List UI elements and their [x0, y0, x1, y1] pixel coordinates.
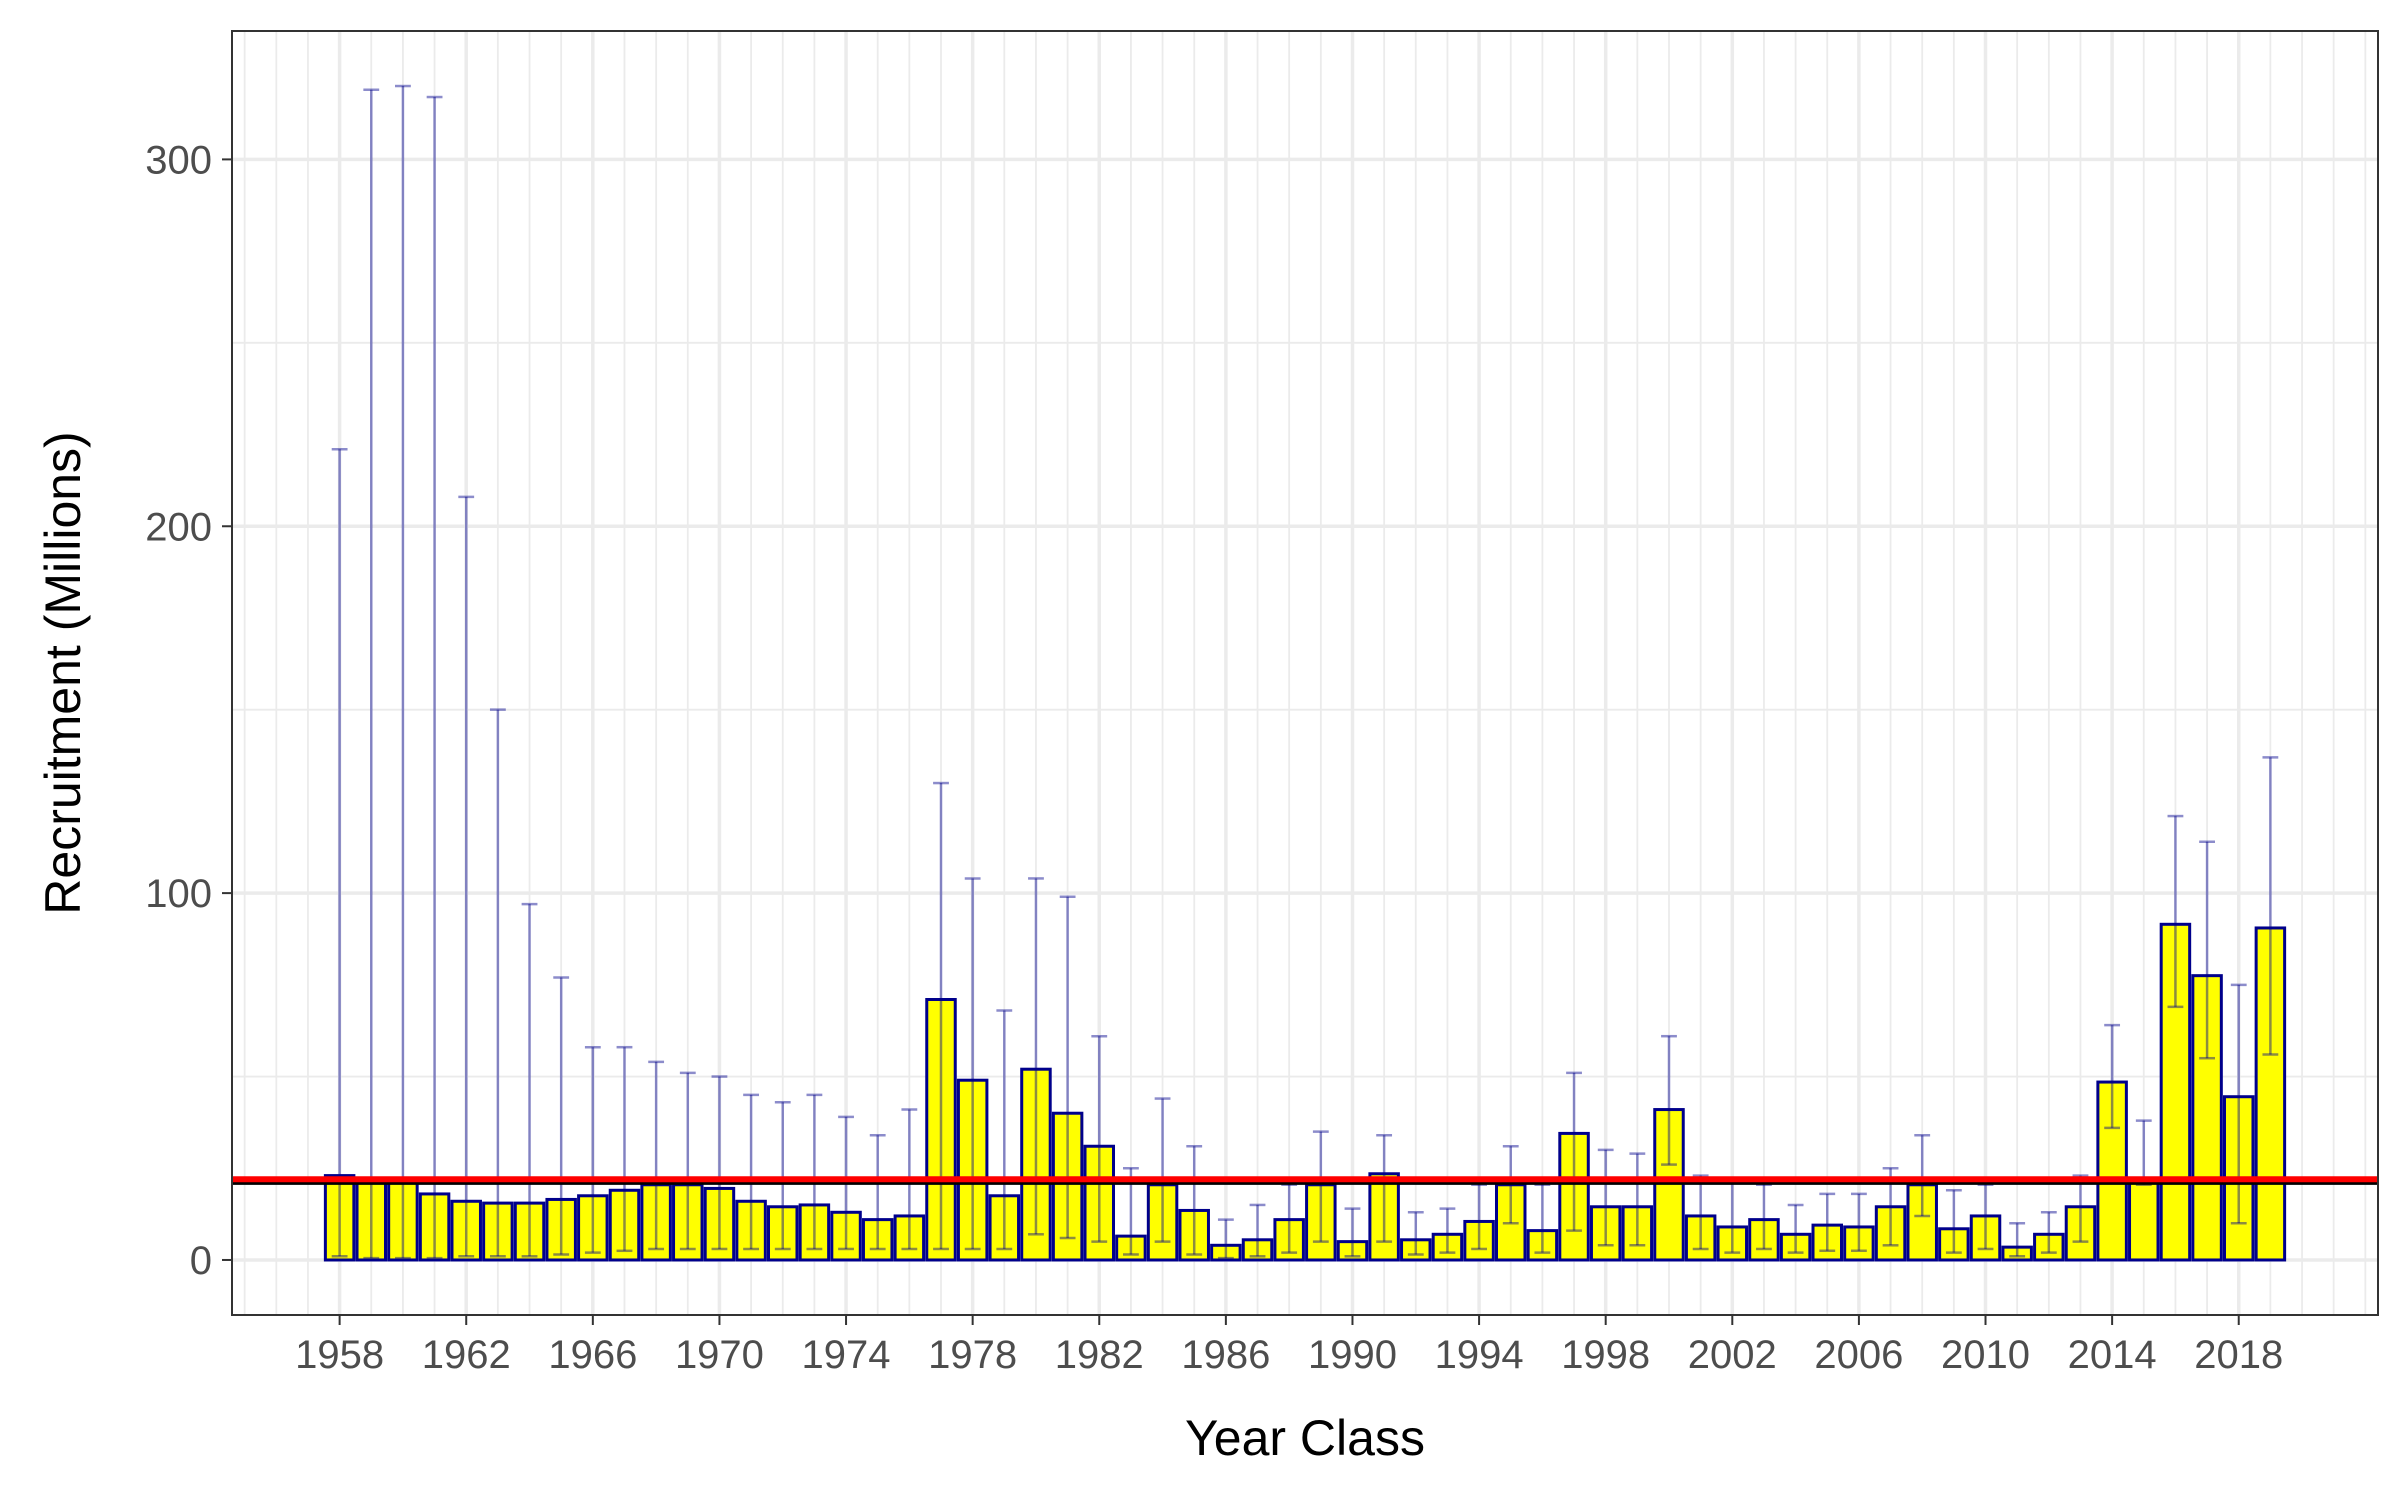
- bar: [418, 1192, 451, 1262]
- bar: [1305, 1183, 1337, 1262]
- x-tick-label: 2014: [2068, 1333, 2157, 1377]
- bar: [2159, 922, 2192, 1262]
- bar: [703, 1186, 736, 1262]
- bar: [1336, 1240, 1369, 1262]
- bar: [956, 1078, 989, 1262]
- bar: [1558, 1131, 1590, 1262]
- y-tick-label: 200: [145, 505, 212, 549]
- bar: [2128, 1181, 2160, 1262]
- bar: [1621, 1205, 1654, 1262]
- x-tick-label: 1958: [295, 1333, 384, 1377]
- bar: [2096, 1080, 2128, 1262]
- x-tick-label: 1998: [1561, 1333, 1650, 1377]
- x-tick-label: 1982: [1055, 1333, 1144, 1377]
- x-tick-label: 2010: [1941, 1333, 2030, 1377]
- bar: [1273, 1218, 1305, 1262]
- bar: [1969, 1214, 2002, 1262]
- bar: [1400, 1238, 1432, 1262]
- bar: [1589, 1205, 1622, 1262]
- x-tick-label: 1978: [928, 1333, 1017, 1377]
- x-tick-label: 1994: [1435, 1333, 1524, 1377]
- x-tick-labels: 1958 1962 1966 1970 1974 1978 1982 1986 1990 1994…: [295, 1333, 2283, 1377]
- x-tick-label: 2006: [1814, 1333, 1903, 1377]
- bar: [2254, 926, 2287, 1262]
- bar: [323, 1174, 356, 1262]
- bar: [450, 1199, 482, 1262]
- bar: [545, 1197, 577, 1262]
- bar: [640, 1183, 672, 1262]
- x-axis-title: Year Class: [1185, 1410, 1425, 1466]
- bar: [1843, 1225, 1875, 1262]
- reference-lines: [232, 1176, 2378, 1185]
- bar: [1463, 1219, 1495, 1262]
- x-tick-label: 1974: [802, 1333, 891, 1377]
- bar: [861, 1218, 894, 1262]
- x-tick-label: 1990: [1308, 1333, 1397, 1377]
- ticks: [222, 158, 2240, 1325]
- bar: [830, 1210, 862, 1262]
- bar: [767, 1205, 799, 1262]
- bar: [482, 1201, 514, 1262]
- bar: [1431, 1232, 1464, 1262]
- bar: [1811, 1223, 1844, 1262]
- bar: [1938, 1227, 1970, 1262]
- x-tick-label: 1970: [675, 1333, 764, 1377]
- bar: [1178, 1208, 1210, 1262]
- x-tick-label: 2002: [1688, 1333, 1777, 1377]
- bar: [1526, 1229, 1559, 1262]
- bar: [1368, 1172, 1400, 1262]
- bar: [988, 1194, 1021, 1262]
- grid: [232, 31, 2378, 1315]
- x-tick-label: 2018: [2194, 1333, 2283, 1377]
- bar: [608, 1188, 641, 1262]
- bar: [2064, 1205, 2097, 1262]
- y-tick-labels: 0 100 200 300: [145, 138, 212, 1283]
- bar: [1051, 1111, 1084, 1262]
- bar: [1241, 1238, 1274, 1262]
- y-axis-title: Recruitment (Millions): [35, 431, 91, 914]
- x-tick-label: 1986: [1181, 1333, 1270, 1377]
- bar: [577, 1194, 609, 1262]
- bar: [1020, 1067, 1052, 1262]
- bar: [1115, 1234, 1147, 1262]
- bar: [2001, 1245, 2033, 1262]
- bar: [513, 1201, 546, 1262]
- bar: [1874, 1205, 1907, 1262]
- bar: [2033, 1232, 2065, 1262]
- y-tick-label: 100: [145, 872, 212, 916]
- bar: [1210, 1243, 1242, 1262]
- error-bars: [331, 84, 2279, 1260]
- bar: [1779, 1232, 1812, 1262]
- bar: [1748, 1218, 1780, 1262]
- y-tick-label: 0: [190, 1239, 212, 1283]
- bar: [893, 1214, 926, 1262]
- bars: [323, 922, 2287, 1262]
- bar: [1083, 1144, 1116, 1262]
- panel-border: [231, 30, 2379, 1316]
- bar: [798, 1203, 831, 1262]
- x-tick-label: 1966: [548, 1333, 637, 1377]
- x-tick-label: 1962: [422, 1333, 511, 1377]
- y-tick-label: 300: [145, 138, 212, 182]
- bar: [2191, 974, 2223, 1262]
- bar: [1716, 1225, 1749, 1262]
- bar: [735, 1199, 767, 1262]
- bar: [925, 998, 957, 1262]
- bar: [1684, 1214, 1717, 1262]
